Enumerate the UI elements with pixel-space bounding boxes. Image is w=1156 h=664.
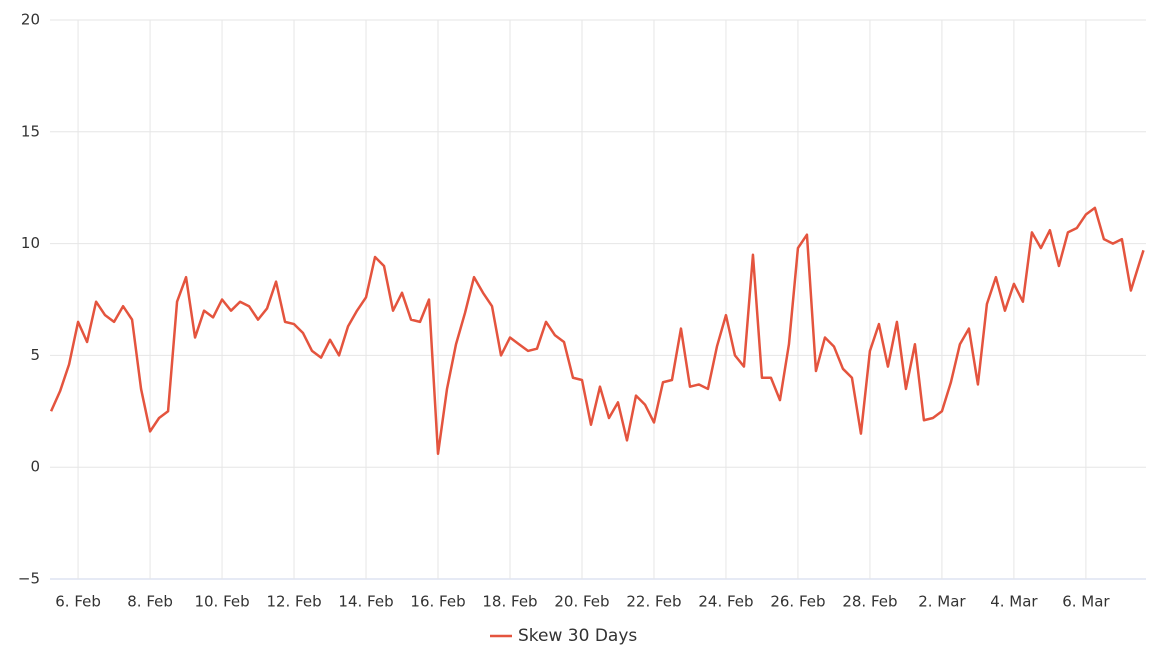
line-series bbox=[49, 206, 1145, 456]
x-tick-label: 14. Feb bbox=[338, 593, 393, 611]
x-tick-label: 22. Feb bbox=[626, 593, 681, 611]
x-tick-label: 26. Feb bbox=[770, 593, 825, 611]
x-tick-label: 6. Mar bbox=[1062, 593, 1110, 611]
x-tick-label: 2. Mar bbox=[918, 593, 966, 611]
x-tick-label: 8. Feb bbox=[127, 593, 173, 611]
x-tick-label: 10. Feb bbox=[194, 593, 249, 611]
x-tick-label: 16. Feb bbox=[410, 593, 465, 611]
y-tick-label: 20 bbox=[21, 11, 40, 29]
y-tick-label: 5 bbox=[30, 346, 40, 364]
y-tick-label: 15 bbox=[21, 122, 40, 140]
y-tick-label: 10 bbox=[21, 234, 40, 252]
x-tick-label: 4. Mar bbox=[990, 593, 1038, 611]
x-tick-label: 12. Feb bbox=[266, 593, 321, 611]
x-tick-label: 6. Feb bbox=[55, 593, 101, 611]
x-tick-label: 20. Feb bbox=[554, 593, 609, 611]
y-tick-label: −5 bbox=[18, 570, 40, 588]
x-tick-label: 24. Feb bbox=[698, 593, 753, 611]
x-tick-label: 18. Feb bbox=[482, 593, 537, 611]
y-tick-label: 0 bbox=[30, 458, 40, 476]
legend-label: Skew 30 Days bbox=[518, 626, 637, 646]
x-tick-label: 28. Feb bbox=[842, 593, 897, 611]
